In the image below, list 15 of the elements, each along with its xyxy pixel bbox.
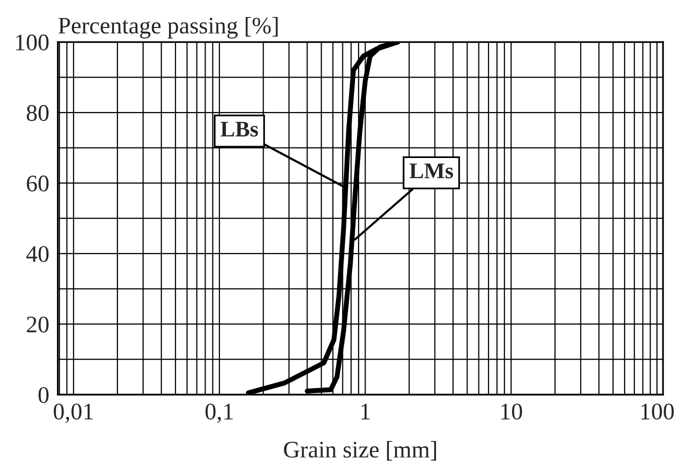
x-tick-label: 0,1: [206, 404, 233, 423]
x-tick-label: 1: [361, 404, 370, 420]
y-tick-label: 60: [26, 176, 49, 192]
y-tick-label: 20: [26, 316, 49, 333]
annotation: LBs: [220, 122, 258, 137]
y-tick-label: 0: [38, 387, 49, 404]
y-tick-label: 80: [26, 105, 49, 121]
x-axis-title: Grain size [mm]: [284, 441, 436, 461]
y-tick-label: 40: [26, 246, 49, 262]
x-tick-label: 0,01: [54, 404, 93, 423]
x-tick-label: 10: [501, 404, 522, 420]
y-axis-title: Percentage passing [%]: [58, 17, 278, 39]
annotation: LMs: [410, 164, 454, 178]
x-tick-label: 100: [641, 404, 674, 420]
y-tick-label: 100: [16, 34, 49, 50]
